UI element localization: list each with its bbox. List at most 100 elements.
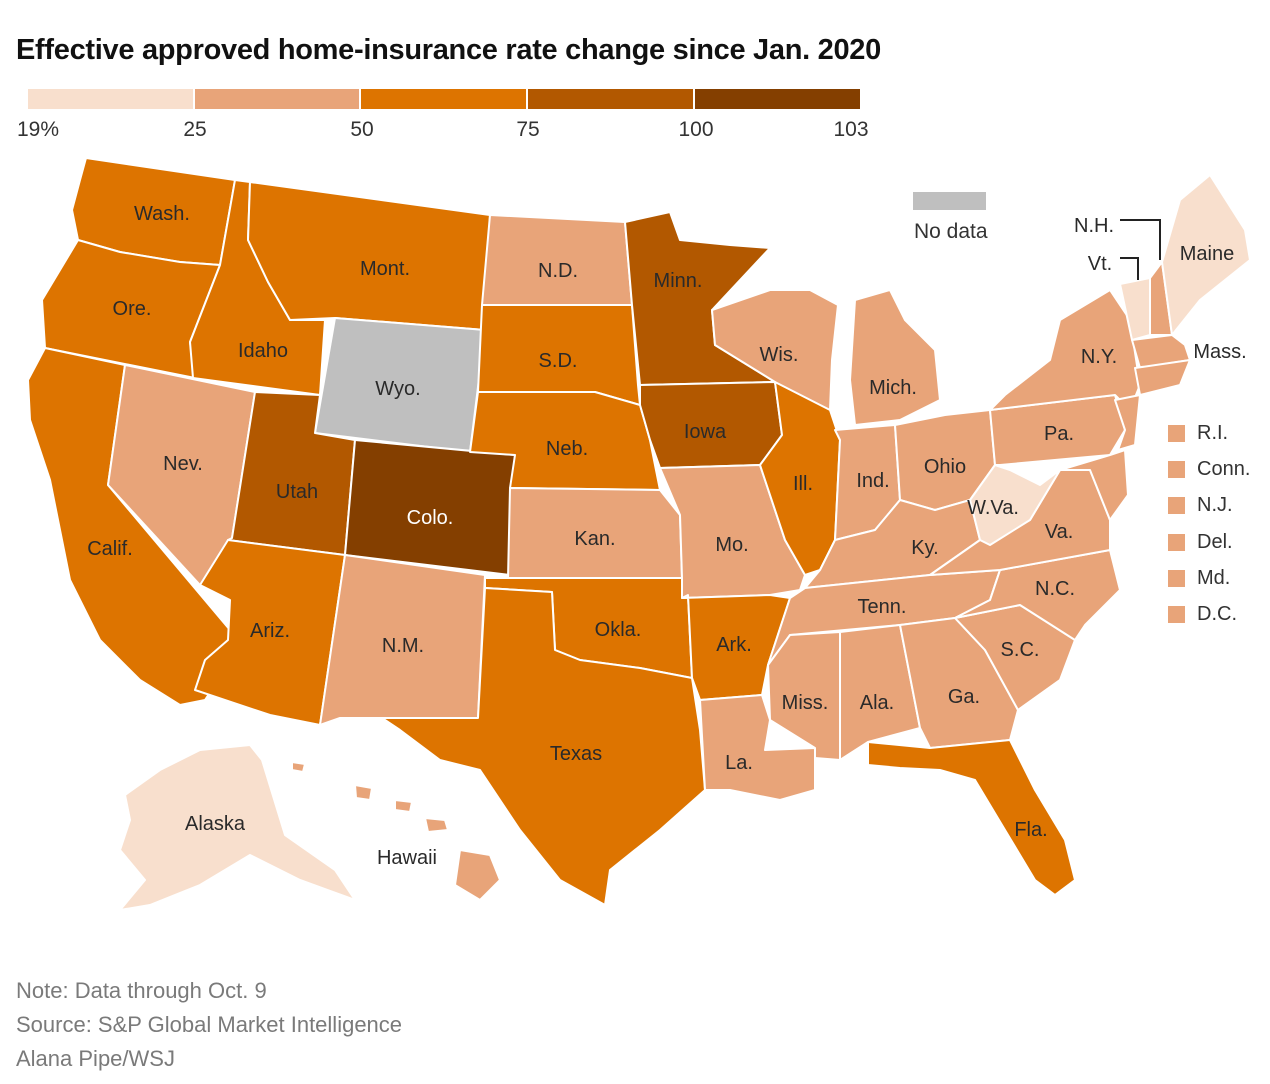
callout-lines [1120, 219, 1161, 280]
label-va: Va. [1045, 521, 1074, 543]
state-hawaii-niihau [291, 761, 306, 773]
label-ark: Ark. [716, 634, 752, 656]
legend-tick-19: 19% [16, 118, 60, 141]
label-ariz: Ariz. [250, 620, 290, 642]
state-ala [839, 624, 921, 761]
state-ny [989, 289, 1141, 411]
state-ill [759, 381, 841, 576]
credit-text: Alana Pipe/WSJ [16, 1046, 175, 1071]
state-mich [849, 289, 941, 426]
label-ky: Ky. [911, 537, 938, 559]
label-mich: Mich. [869, 377, 917, 399]
label-fla: Fla. [1014, 819, 1047, 841]
label-sc: S.C. [1001, 639, 1040, 661]
label-ore: Ore. [113, 298, 152, 320]
label-ny: N.Y. [1081, 346, 1117, 368]
legend-tick-103: 103 [833, 118, 869, 141]
legend-tick-75: 75 [516, 118, 540, 141]
label-wash: Wash. [134, 203, 190, 225]
legend-tick-100: 100 [678, 118, 714, 141]
small-state-swatch [1168, 533, 1185, 551]
label-kan: Kan. [574, 528, 615, 550]
legend-swatch-2 [195, 89, 359, 109]
label-wva: W.Va. [967, 497, 1019, 519]
source-text: Source: S&P Global Market Intelligence [16, 1012, 403, 1037]
chart-title: Effective approved home-insurance rate c… [16, 34, 881, 66]
legend-swatch-5 [695, 89, 860, 109]
label-nc: N.C. [1035, 578, 1075, 600]
small-state-dc: D.C. [1168, 602, 1237, 626]
small-state-label: D.C. [1197, 602, 1237, 625]
small-state-swatch [1168, 496, 1185, 514]
label-iowa: Iowa [684, 421, 727, 443]
small-state-swatch [1168, 460, 1185, 478]
label-sd: S.D. [539, 350, 578, 372]
label-pa: Pa. [1044, 423, 1074, 445]
label-la: La. [725, 752, 753, 774]
callout-vt [1120, 257, 1139, 280]
state-hawaii-oahu [394, 799, 413, 813]
state-hawaii-kauai [354, 784, 373, 801]
legend-swatch-4 [528, 89, 693, 109]
state-md-del-region [1059, 449, 1129, 521]
state-hawaii-big-island [454, 849, 501, 901]
state-texas [381, 587, 706, 906]
label-nev: Nev. [163, 453, 203, 475]
label-ind: Ind. [856, 470, 889, 492]
small-state-md: Md. [1168, 566, 1230, 590]
footnotes: Note: Data through Oct. 9 Source: S&P Gl… [16, 974, 402, 1076]
state-la [699, 694, 816, 801]
label-mo: Mo. [715, 534, 748, 556]
label-utah: Utah [276, 481, 318, 503]
label-nm: N.M. [382, 635, 424, 657]
label-minn: Minn. [654, 270, 703, 292]
small-state-label: Conn. [1197, 457, 1251, 480]
label-vt: Vt. [1088, 253, 1112, 275]
small-state-label: Md. [1197, 566, 1231, 589]
no-data-label: No data [914, 220, 988, 243]
small-state-label: Del. [1197, 530, 1233, 553]
legend-swatch-1 [28, 89, 193, 109]
label-calif: Calif. [87, 538, 133, 560]
state-labels: Wash. Ore. Calif. Idaho Nev. Mont. Wyo. … [87, 203, 1246, 869]
state-fla [867, 739, 1076, 896]
label-colo: Colo. [407, 507, 454, 529]
label-hawaii: Hawaii [377, 847, 437, 869]
label-texas: Texas [550, 743, 602, 765]
label-mont: Mont. [360, 258, 410, 280]
small-state-swatch [1168, 424, 1185, 442]
callout-nh [1120, 219, 1161, 260]
label-wyo: Wyo. [375, 378, 420, 400]
note-text: Note: Data through Oct. 9 [16, 978, 267, 1003]
label-idaho: Idaho [238, 340, 288, 362]
label-ill: Ill. [793, 473, 813, 495]
state-wis [711, 289, 839, 411]
label-ohio: Ohio [924, 456, 966, 478]
small-state-label: R.I. [1197, 421, 1229, 444]
label-wis: Wis. [760, 344, 799, 366]
state-mont [247, 181, 491, 331]
state-nj-region [1114, 394, 1141, 451]
label-ala: Ala. [860, 692, 894, 714]
label-tenn: Tenn. [858, 596, 907, 618]
label-neb: Neb. [546, 438, 588, 460]
label-ga: Ga. [948, 686, 980, 708]
small-state-nj: N.J. [1168, 493, 1233, 517]
legend-tick-25: 25 [183, 118, 207, 141]
label-maine: Maine [1180, 243, 1234, 265]
small-state-del: Del. [1168, 530, 1233, 554]
label-alaska: Alaska [185, 813, 246, 835]
small-state-conn: Conn. [1168, 457, 1250, 481]
label-miss: Miss. [782, 692, 829, 714]
small-state-label: N.J. [1197, 493, 1233, 516]
label-nh: N.H. [1074, 215, 1114, 237]
small-state-ri: R.I. [1168, 421, 1228, 445]
label-okla: Okla. [595, 619, 642, 641]
state-alaska [119, 744, 356, 911]
small-state-swatch [1168, 569, 1185, 587]
label-nd: N.D. [538, 260, 578, 282]
state-maine [1161, 174, 1251, 336]
no-data-swatch [913, 192, 986, 210]
label-mass: Mass. [1193, 341, 1246, 363]
